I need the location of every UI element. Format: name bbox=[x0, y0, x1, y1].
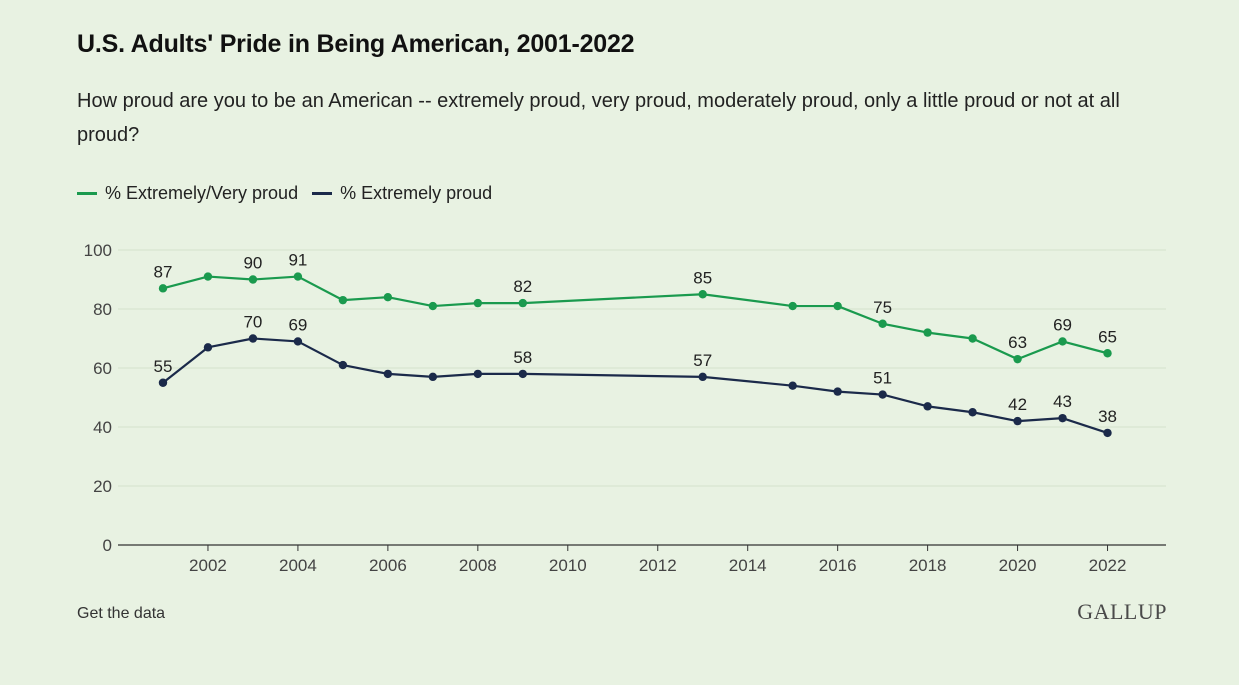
y-tick-label-0: 0 bbox=[103, 536, 112, 555]
data-label-extremely-2009: 58 bbox=[513, 348, 532, 367]
data-label-extremely-very-2004: 91 bbox=[288, 251, 307, 270]
y-tick-label-20: 20 bbox=[93, 477, 112, 496]
data-point-extremely-2007 bbox=[428, 372, 438, 382]
x-tick-label-2010: 2010 bbox=[549, 556, 587, 575]
data-label-extremely-very-2003: 90 bbox=[243, 254, 262, 273]
data-point-extremely-very-2015 bbox=[788, 301, 797, 311]
data-point-extremely-2005 bbox=[338, 360, 348, 370]
data-point-extremely-2001 bbox=[158, 378, 168, 387]
x-tick-label-2006: 2006 bbox=[369, 556, 407, 575]
data-point-extremely-2018 bbox=[923, 402, 932, 411]
data-point-extremely-very-2018 bbox=[923, 328, 932, 337]
data-point-extremely-very-2001 bbox=[158, 284, 168, 293]
data-point-extremely-very-2004 bbox=[293, 272, 303, 281]
get-the-data-link[interactable]: Get the data bbox=[77, 605, 166, 622]
data-label-extremely-very-2001: 87 bbox=[154, 262, 173, 281]
data-point-extremely-2022 bbox=[1103, 428, 1112, 438]
data-label-extremely-2021: 43 bbox=[1053, 392, 1072, 411]
legend-label-extremely: % Extremely proud bbox=[340, 183, 493, 203]
legend-item-extremely: % Extremely proud bbox=[312, 183, 492, 204]
data-point-extremely-2008 bbox=[473, 369, 483, 379]
series-line-extremely bbox=[162, 337, 1108, 434]
data-point-extremely-very-2008 bbox=[473, 298, 483, 308]
data-label-extremely-2001: 55 bbox=[154, 357, 173, 376]
data-point-extremely-2013 bbox=[698, 372, 707, 382]
data-label-extremely-very-2013: 85 bbox=[693, 268, 712, 287]
y-tick-label-80: 80 bbox=[93, 300, 112, 319]
data-point-extremely-very-2009 bbox=[518, 298, 528, 308]
data-point-extremely-very-2003 bbox=[248, 275, 258, 284]
data-point-extremely-very-2019 bbox=[968, 334, 977, 343]
data-point-extremely-very-2020 bbox=[1013, 354, 1022, 364]
chart-subtitle: How proud are you to be an American -- e… bbox=[77, 90, 1120, 146]
data-label-extremely-2003: 70 bbox=[243, 313, 262, 332]
chart-title: U.S. Adults' Pride in Being American, 20… bbox=[77, 30, 635, 58]
data-point-extremely-2017 bbox=[878, 390, 887, 399]
data-point-extremely-2015 bbox=[788, 381, 797, 390]
data-label-extremely-very-2017: 75 bbox=[873, 298, 892, 317]
x-tick-label-2018: 2018 bbox=[909, 556, 947, 575]
x-tick-label-2022: 2022 bbox=[1089, 556, 1127, 575]
data-point-extremely-very-2016 bbox=[833, 301, 842, 311]
x-tick-label-2020: 2020 bbox=[999, 556, 1037, 575]
data-point-extremely-2020 bbox=[1013, 416, 1022, 426]
y-tick-label-100: 100 bbox=[84, 241, 112, 260]
data-point-extremely-very-2007 bbox=[428, 301, 438, 311]
legend-swatch-extremely bbox=[312, 192, 333, 195]
data-label-extremely-very-2009: 82 bbox=[513, 277, 532, 296]
data-label-extremely-2022: 38 bbox=[1098, 407, 1117, 426]
data-label-extremely-2013: 57 bbox=[693, 351, 712, 370]
data-point-extremely-2004 bbox=[293, 337, 303, 346]
x-tick-label-2004: 2004 bbox=[279, 556, 317, 575]
data-point-extremely-very-2002 bbox=[203, 272, 213, 281]
x-tick-label-2014: 2014 bbox=[729, 556, 767, 575]
data-point-extremely-2006 bbox=[383, 369, 393, 379]
data-label-extremely-very-2021: 69 bbox=[1053, 315, 1072, 334]
series-line-extremely-very bbox=[162, 275, 1108, 361]
y-tick-label-60: 60 bbox=[93, 359, 112, 378]
data-label-extremely-2017: 51 bbox=[873, 369, 892, 388]
data-point-extremely-2003 bbox=[248, 334, 258, 343]
data-label-extremely-very-2022: 65 bbox=[1098, 327, 1117, 346]
data-point-extremely-very-2013 bbox=[698, 290, 707, 299]
data-point-extremely-very-2017 bbox=[878, 319, 887, 328]
legend-label-extremely-very: % Extremely/Very proud bbox=[105, 183, 299, 203]
data-label-extremely-2004: 69 bbox=[288, 315, 307, 334]
x-tick-label-2016: 2016 bbox=[819, 556, 857, 575]
legend-swatch-extremely-very bbox=[77, 192, 97, 195]
gallup-logo: GALLUP bbox=[1077, 599, 1167, 624]
x-tick-label-2012: 2012 bbox=[639, 556, 677, 575]
data-point-extremely-2021 bbox=[1058, 413, 1067, 423]
data-point-extremely-2016 bbox=[833, 387, 842, 396]
legend-item-extremely-very: % Extremely/Very proud bbox=[77, 183, 298, 204]
data-label-extremely-very-2020: 63 bbox=[1008, 333, 1027, 352]
data-point-extremely-2009 bbox=[518, 369, 528, 379]
data-point-extremely-very-2021 bbox=[1058, 337, 1067, 346]
data-point-extremely-2019 bbox=[968, 408, 977, 417]
data-point-extremely-very-2006 bbox=[383, 293, 393, 302]
data-point-extremely-very-2005 bbox=[338, 295, 348, 305]
data-point-extremely-2002 bbox=[203, 343, 213, 352]
y-tick-label-40: 40 bbox=[93, 418, 112, 437]
data-point-extremely-very-2022 bbox=[1103, 349, 1112, 358]
x-tick-label-2008: 2008 bbox=[459, 556, 497, 575]
data-label-extremely-2020: 42 bbox=[1008, 395, 1027, 414]
legend: % Extremely/Very proud % Extremely proud bbox=[77, 183, 492, 204]
x-tick-label-2002: 2002 bbox=[189, 556, 227, 575]
